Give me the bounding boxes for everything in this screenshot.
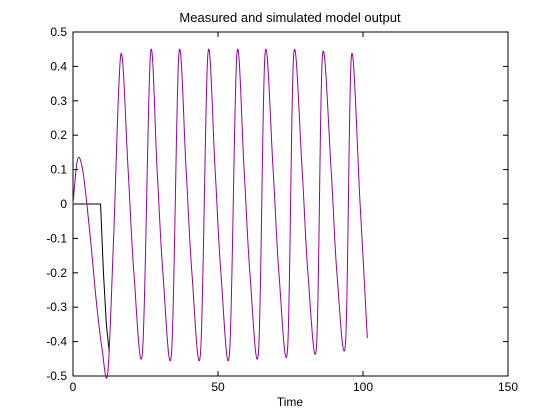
axis-tick-labels: 0 50 100 150 0.5 0.4 0.3 0.2 0.1 0 -0.1 -0.2 -0.3 -0.…	[46, 25, 518, 394]
x-tick-label: 0	[70, 380, 77, 394]
y-tick-label: 0.2	[50, 128, 67, 142]
y-tick-label: -0.3	[46, 300, 67, 314]
y-tick-label: -0.4	[46, 335, 67, 349]
y-tick-label: 0.3	[50, 94, 67, 108]
series-line-1	[73, 203, 110, 352]
x-tick-label: 50	[211, 380, 225, 394]
axis-ticks	[72, 31, 509, 377]
series-line-2	[72, 48, 368, 379]
y-tick-label: -0.2	[46, 266, 67, 280]
chart-title: Measured and simulated model output	[179, 10, 401, 25]
x-tick-label: 150	[498, 380, 518, 394]
y-tick-label: 0.4	[50, 59, 67, 73]
x-tick-label: 100	[353, 380, 373, 394]
y-tick-label: -0.5	[46, 369, 67, 383]
series-layer	[72, 48, 368, 379]
y-tick-label: 0.1	[50, 163, 67, 177]
y-tick-label: 0	[60, 197, 67, 211]
y-tick-label: -0.1	[46, 231, 67, 245]
y-tick-label: 0.5	[50, 25, 67, 39]
x-axis-label: Time	[277, 395, 304, 409]
